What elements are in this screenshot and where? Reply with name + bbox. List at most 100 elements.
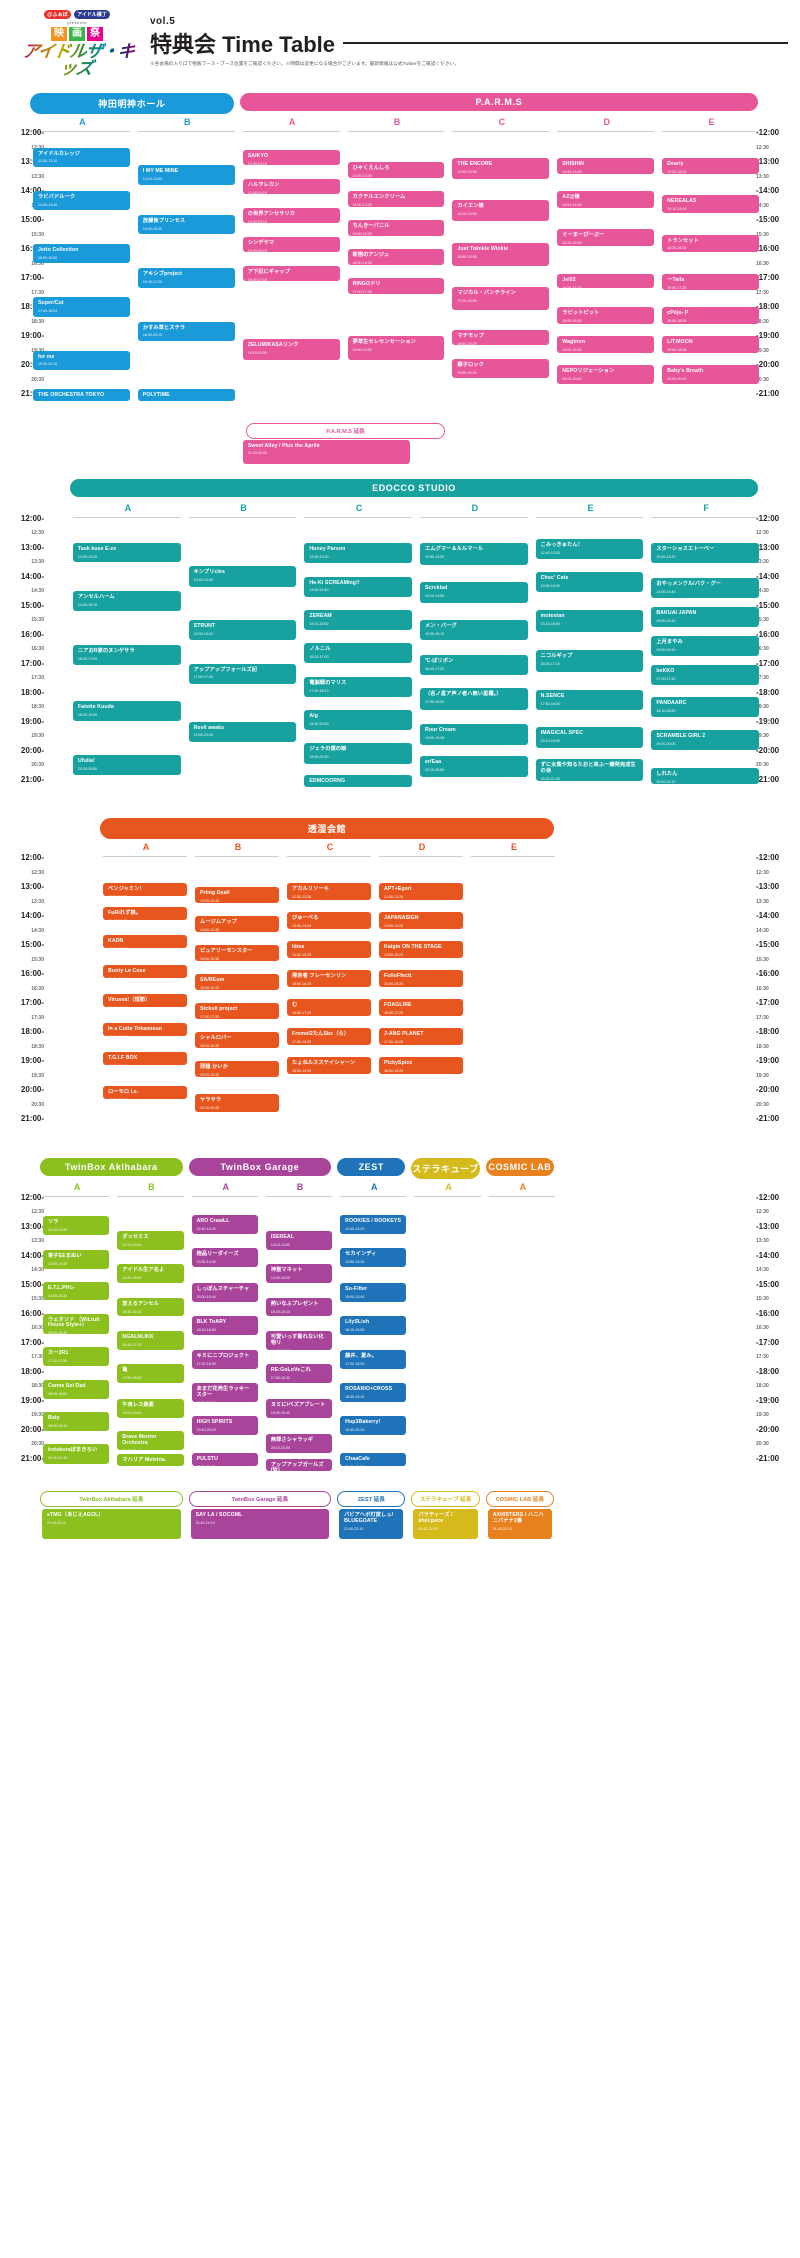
- schedule-block[interactable]: ピュアリーモンスター 15:00-15:35: [195, 945, 279, 961]
- schedule-block[interactable]: Task kuse E-ze 12:50-13:30: [73, 543, 181, 562]
- schedule-block[interactable]: KADN 14:40-15:10: [103, 934, 187, 948]
- schedule-block[interactable]: ソラ 12:40-13:20: [43, 1216, 110, 1236]
- schedule-block[interactable]: Fatette Kuuda 18:20-19:00: [73, 701, 181, 722]
- schedule-block[interactable]: びゅーべる 13:50-14:25: [287, 911, 371, 930]
- schedule-block[interactable]: 亀 17:50-18:30: [117, 1364, 184, 1384]
- extension-pill[interactable]: P.A.R.M.S 延長: [245, 422, 446, 439]
- schedule-block[interactable]: 藤井、夏み。 17:20-18:00: [340, 1349, 407, 1369]
- schedule-block[interactable]: 抱品リーダイーズ 13:50-14:30: [191, 1248, 258, 1268]
- schedule-block[interactable]: AZ@娘 14:00-14:35: [557, 191, 655, 209]
- schedule-block[interactable]: JAPANASIGN 13:50-14:25: [379, 911, 463, 930]
- schedule-block[interactable]: マハリア Melvina.20:50-21:20: [117, 1454, 184, 1467]
- schedule-block[interactable]: カー2R1 17:10-17:50: [43, 1346, 110, 1366]
- schedule-block[interactable]: FuRiれず娘。 13:40-14:10: [103, 907, 187, 921]
- extension-pill[interactable]: ステラキューブ 延長: [411, 1491, 480, 1507]
- schedule-block[interactable]: Super/Cut 17:40-18:20: [33, 297, 130, 317]
- schedule-block[interactable]: 新宿のアンジュ 16:00-16:35: [347, 249, 445, 265]
- extension-pill[interactable]: ZEST 延長: [337, 1491, 406, 1507]
- schedule-block[interactable]: ちんきーバニル 15:00-15:35: [347, 220, 445, 236]
- schedule-block[interactable]: Rour Cream 19:00-19:40: [420, 724, 528, 745]
- schedule-block[interactable]: LIT.MOON 19:00-19:35: [662, 336, 759, 354]
- schedule-block[interactable]: セカインディ 13:50-14:30: [340, 1248, 407, 1268]
- schedule-block[interactable]: 上月まやみ 16:00-16:40: [651, 635, 759, 657]
- schedule-block[interactable]: たょねルスステイシャーン 18:50-19:25: [287, 1056, 371, 1075]
- schedule-block[interactable]: Canne Sei Dad 18:20-19:00: [43, 1380, 110, 1400]
- schedule-block[interactable]: アンセルハーム 14:30-15:10: [73, 591, 181, 612]
- schedule-block[interactable]: 帰京者 フレーセンリン 15:50-16:25: [287, 969, 371, 988]
- schedule-block[interactable]: Bunty Le Cose 15:40-16:10: [103, 965, 187, 979]
- schedule-block[interactable]: 夢草生セレセンセーション 19:00-19:50: [347, 336, 445, 361]
- schedule-block[interactable]: ARO CrawLL 12:40-13:20: [191, 1214, 258, 1234]
- schedule-block[interactable]: HIGH SPIRITS 19:40-20:20: [191, 1416, 258, 1436]
- schedule-block[interactable]: （名ノ星ア声ノ者ハ無い星霜。） 17:50-18:30: [420, 688, 528, 710]
- schedule-block[interactable]: アキシブproject 16:40-17:20: [137, 268, 235, 288]
- schedule-block[interactable]: EDMCOORNG20:50-21:20: [304, 775, 412, 788]
- schedule-block[interactable]: ジェラの僕の娘 19:50-20:30: [304, 743, 412, 764]
- schedule-block[interactable]: シャルロバー 18:00-18:35: [195, 1032, 279, 1048]
- schedule-block[interactable]: ウェオソド （WiLtuti House Style+） 16:00-16:40: [43, 1313, 110, 1334]
- schedule-block[interactable]: ダッセミス 13:10-13:50: [117, 1230, 184, 1250]
- schedule-block[interactable]: RE:GoLoVeこれ 17:50-18:30: [265, 1364, 333, 1384]
- schedule-block[interactable]: む 16:50-17:25: [287, 998, 371, 1017]
- schedule-block[interactable]: E.T.L.PHレ 14:55-15:35: [43, 1281, 110, 1301]
- schedule-block[interactable]: ベンジャミン! 12:50-13:20: [103, 882, 187, 896]
- schedule-block[interactable]: ROOKIES / ROOKEYS 12:40-13:20: [340, 1214, 407, 1234]
- schedule-block[interactable]: motestan 15:10-15:50: [535, 609, 644, 632]
- schedule-block[interactable]: 熱いなふプレゼント 15:30-16:10: [265, 1297, 333, 1317]
- schedule-block[interactable]: NGALNLIKK 16:40-17:20: [117, 1330, 184, 1350]
- schedule-block[interactable]: アイドル生ア名よ 14:20-15:00: [117, 1264, 184, 1284]
- venue-bar-ステラキューブ[interactable]: ステラキューブ: [411, 1157, 480, 1179]
- schedule-block[interactable]: カクテルエンクリーム 14:00-14:35: [347, 191, 445, 207]
- schedule-block[interactable]: STRUNT 15:30-16:10: [188, 620, 297, 641]
- extension-block[interactable]: AXHISTERS / ハニハニバナナ2番 21:40-22:10: [487, 1509, 552, 1539]
- schedule-block[interactable]: Jel02 16:50-17:20: [557, 273, 655, 289]
- schedule-block[interactable]: BAKUAI JAPAN 15:00-15:40: [651, 606, 759, 628]
- schedule-block[interactable]: PULSTU 20:50-21:20: [191, 1452, 258, 1466]
- schedule-block[interactable]: シンデサマ 15:40-16:10: [242, 237, 340, 252]
- schedule-block[interactable]: Brave Mentor Orchestra 20:00-20:40: [117, 1430, 184, 1450]
- schedule-block[interactable]: しれたん 20:40-21:10: [651, 767, 759, 784]
- schedule-block[interactable]: cPójo-ド 18:00-18:35: [662, 307, 759, 325]
- schedule-block[interactable]: あまだ花売生ラッキースター 18:30-19:10: [191, 1383, 258, 1402]
- extension-pill[interactable]: COSMIC LAB 延長: [485, 1491, 554, 1507]
- schedule-block[interactable]: の世界アンセサリカ 14:40-15:10: [242, 208, 340, 223]
- schedule-block[interactable]: おやっメンクル/バク・グー 14:00-14:40: [651, 577, 759, 599]
- venue-bar-p.a.r.m.s[interactable]: P.A.R.M.S: [239, 93, 758, 111]
- schedule-block[interactable]: キミにニプロジェクト 17:20-18:00: [191, 1349, 258, 1369]
- schedule-block[interactable]: er/Eaa 20:10-20:50: [420, 756, 528, 777]
- schedule-block[interactable]: 東子EEまぬい 13:50-14:30: [43, 1249, 110, 1269]
- extension-block[interactable]: SAY LA / SOCOML 21:40-22:10: [190, 1509, 330, 1539]
- schedule-block[interactable]: Jetto Collection 15:50-16:30: [33, 244, 130, 264]
- schedule-block[interactable]: Honey Parson 12:50-13:30: [304, 543, 412, 564]
- schedule-block[interactable]: Ufulia! 20:10-20:50: [73, 754, 181, 776]
- schedule-block[interactable]: ぐーまーぴーぷー 15:20-15:55: [557, 228, 655, 247]
- schedule-block[interactable]: ハルヲレカン 13:40-14:10: [242, 179, 340, 194]
- schedule-block[interactable]: ノルニル 16:20-17:00: [304, 643, 412, 664]
- schedule-block[interactable]: Baby's Breath 20:00-20:40: [662, 365, 759, 384]
- schedule-block[interactable]: キンプリcles 13:40-14:20: [188, 566, 297, 587]
- schedule-block[interactable]: Revil awaks 19:00-19:40: [188, 721, 297, 742]
- schedule-block[interactable]: POLYTIME20:50-21:20: [137, 389, 235, 402]
- schedule-block[interactable]: APT+Egori 12:50-13:25: [379, 882, 463, 901]
- schedule-block[interactable]: 銀子ロック 19:50-20:30: [452, 359, 550, 379]
- schedule-block[interactable]: ーTaila 16:50-17:25: [662, 273, 759, 290]
- schedule-block[interactable]: ヤラサラ 20:10-20:45: [195, 1094, 279, 1112]
- schedule-block[interactable]: ニコルギップ 16:30-17:10: [535, 650, 644, 673]
- schedule-block[interactable]: Alg 18:40-19:20: [304, 709, 412, 731]
- schedule-block[interactable]: ア下記にギャップ 16:40-17:10: [242, 266, 340, 281]
- schedule-block[interactable]: マジカル・パンチライン 17:20-18:05: [452, 286, 550, 310]
- schedule-block[interactable]: ずに女集や知るたおと来ふ一爆発完成生の会 20:20-21:00: [535, 759, 644, 781]
- venue-bar-twinbox-akihabara[interactable]: TwinBox Akihabara: [40, 1157, 183, 1176]
- schedule-block[interactable]: トランセット 15:30-16:05: [662, 234, 759, 252]
- schedule-block[interactable]: かすみ草とステラ 18:30-19:10: [137, 321, 235, 341]
- schedule-block[interactable]: LilySLish 16:10-16:50: [340, 1316, 407, 1336]
- schedule-block[interactable]: T.G.I.F BOX 18:40-19:10: [103, 1052, 187, 1066]
- venue-bar-透湿会館[interactable]: 透湿会館: [100, 818, 554, 839]
- extension-block[interactable]: パラティーズ / khei:pece 21:40-22:10: [413, 1509, 478, 1539]
- schedule-block[interactable]: THE ENCORE 12:50-13:35: [452, 157, 550, 180]
- schedule-block[interactable]: カイエン娘 14:20-15:05: [452, 199, 550, 222]
- schedule-block[interactable]: Fremol2たんSbc（ら） 17:50-18:25: [287, 1027, 371, 1046]
- schedule-block[interactable]: スターショスエトーベー 12:50-13:30: [651, 543, 759, 564]
- schedule-block[interactable]: for me 19:30-20:10: [33, 350, 130, 370]
- schedule-block[interactable]: I MY ME MINE 13:10-13:50: [137, 164, 235, 186]
